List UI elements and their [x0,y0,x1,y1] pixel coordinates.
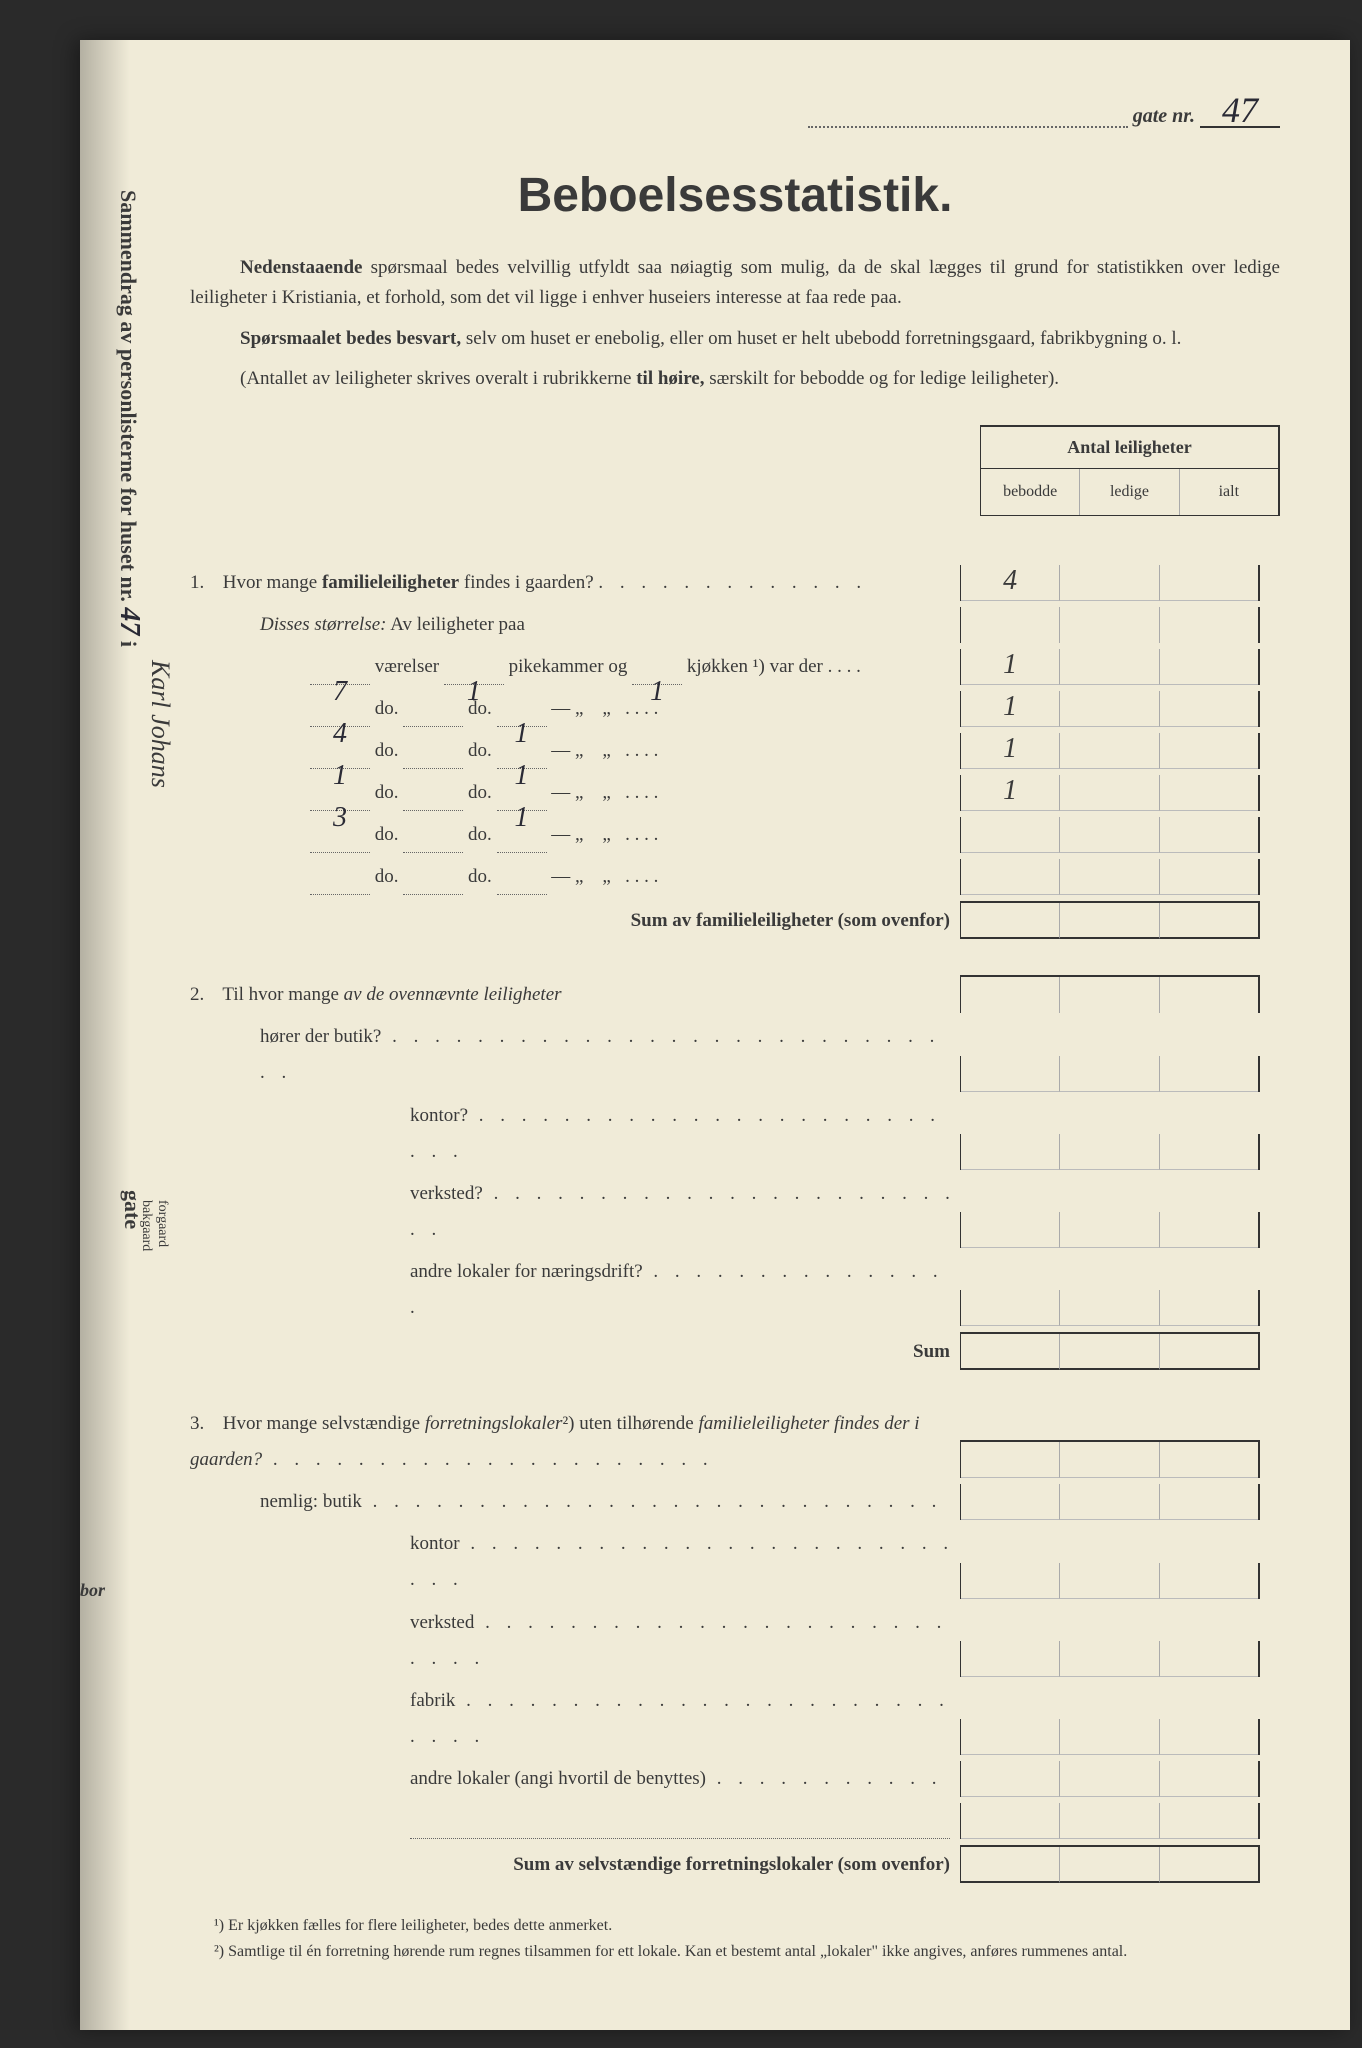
q1-row-ledige [1060,817,1159,853]
q2-sub1: hører der butik? . . . . . . . . . . . .… [190,1019,1280,1091]
q1-ledige [1060,565,1159,601]
q2-sum: Sum [190,1332,1280,1370]
q3-main: 3. Hvor mange selvstændige forretningslo… [190,1406,1280,1478]
q1-main: 1. Hvor mange familieleiligheter findes … [190,565,1280,601]
q1-row-bebodde: 1 [961,691,1060,727]
q3-sub4: fabrik . . . . . . . . . . . . . . . . .… [190,1683,1280,1755]
q1-row-bebodde [961,817,1060,853]
sidebar-street-name: Karl Johans [145,660,175,788]
gate-name-blank [808,106,1128,128]
q2-sub4: andre lokaler for næringsdrift? . . . . … [190,1254,1280,1326]
col-ledige: ledige [1080,469,1179,515]
q3-number: 3. [190,1406,218,1442]
q2-number: 2. [190,977,218,1013]
intro-p2: Spørsmaalet bedes besvart, selv om huset… [190,324,1280,354]
q1-row-bebodde: 1 [961,775,1060,811]
q3-blank-line [190,1803,1280,1839]
q1-row-bebodde: 1 [961,733,1060,769]
q1-row-ialt [1160,691,1258,727]
gate-nr-value: 47 [1200,100,1280,128]
q1-sum: Sum av familieleiligheter (som ovenfor) [190,901,1280,939]
q1-row-ledige [1060,733,1159,769]
footnote-2: ²) Samtlige til én forretning hørende ru… [190,1939,1280,1965]
q1-number: 1. [190,565,218,601]
q1-row-ialt [1160,859,1258,895]
q1-detail-row: do. do. — „ „ . . . . [190,817,1280,853]
col-ialt: ialt [1180,469,1278,515]
table-header-title: Antal leiligheter [980,425,1280,468]
q1-ialt [1160,565,1258,601]
table-header-cols: bebodde ledige ialt [980,468,1280,516]
document-page: Sammendrag av personlisterne for huset n… [80,40,1350,2030]
q3-sub2: kontor . . . . . . . . . . . . . . . . .… [190,1526,1280,1598]
q1-bebodde: 4 [961,565,1060,601]
q1-row-ialt [1160,733,1258,769]
footnote-1: ¹) Er kjøkken fælles for flere leilighet… [190,1913,1280,1939]
footnotes: ¹) Er kjøkken fælles for flere leilighet… [190,1913,1280,1964]
sidebar-gaard-labels: forgaard bakgaard [138,1200,170,1251]
intro-p1: Nedenstaaende spørsmaal bedes velvillig … [190,253,1280,314]
q1-detail-row: 1 do. do. 1 — „ „ . . . .1 [190,733,1280,769]
q1-row-ledige [1060,691,1159,727]
q3-sub3: verksted . . . . . . . . . . . . . . . .… [190,1605,1280,1677]
sidebar-house-nr: 47 [114,607,145,635]
gate-nr-label: gate nr. [1133,105,1195,127]
q1-detail-row: 4 do. do. 1 — „ „ . . . .1 [190,691,1280,727]
q1-detail-row: 3 do. do. 1 — „ „ . . . .1 [190,775,1280,811]
q1-row-ialt [1160,649,1258,685]
questions-content: Antal leiligheter bebodde ledige ialt 1.… [190,425,1280,1884]
q2-main: 2. Til hvor mange av de ovennævnte leili… [190,975,1280,1013]
intro-text: Nedenstaaende spørsmaal bedes velvillig … [190,253,1280,395]
q3-sub5: andre lokaler (angi hvortil de benyttes)… [190,1761,1280,1797]
q3-sum: Sum av selvstændige forretningslokaler (… [190,1845,1280,1883]
page-title: Beboelsesstatistik. [190,168,1280,223]
q1-row-ialt [1160,817,1258,853]
q1-detail-row: do. do. — „ „ . . . . [190,859,1280,895]
q2-sub2: kontor? . . . . . . . . . . . . . . . . … [190,1098,1280,1170]
questions-list: 1. Hvor mange familieleiligheter findes … [190,425,1280,1884]
q1-row-ialt [1160,775,1258,811]
q1-detail-row: 7 værelser 1 pikekammer og 1 kjøkken ¹) … [190,649,1280,685]
q1-row-ledige [1060,775,1159,811]
col-bebodde: bebodde [981,469,1080,515]
sidebar-vertical: Sammendrag av personlisterne for huset n… [105,190,175,1590]
q3-sub1: nemlig: butik . . . . . . . . . . . . . … [190,1484,1280,1520]
sidebar-bor-label: bor [80,1580,105,1601]
intro-p3: (Antallet av leiligheter skrives overalt… [190,364,1280,394]
sidebar-summary-label: Sammendrag av personlisterne for huset n… [113,190,145,647]
q2-sub3: verksted? . . . . . . . . . . . . . . . … [190,1176,1280,1248]
header-gate-line: gate nr. 47 [190,100,1280,128]
q1-row-ledige [1060,859,1159,895]
q1-cells: 4 [960,565,1260,601]
q1-row-ledige [1060,649,1159,685]
q1-row-bebodde: 1 [961,649,1060,685]
q1-disse: Disses størrelse: Av leiligheter paa [190,607,1280,643]
q1-row-bebodde [961,859,1060,895]
table-header: Antal leiligheter bebodde ledige ialt [980,425,1280,516]
